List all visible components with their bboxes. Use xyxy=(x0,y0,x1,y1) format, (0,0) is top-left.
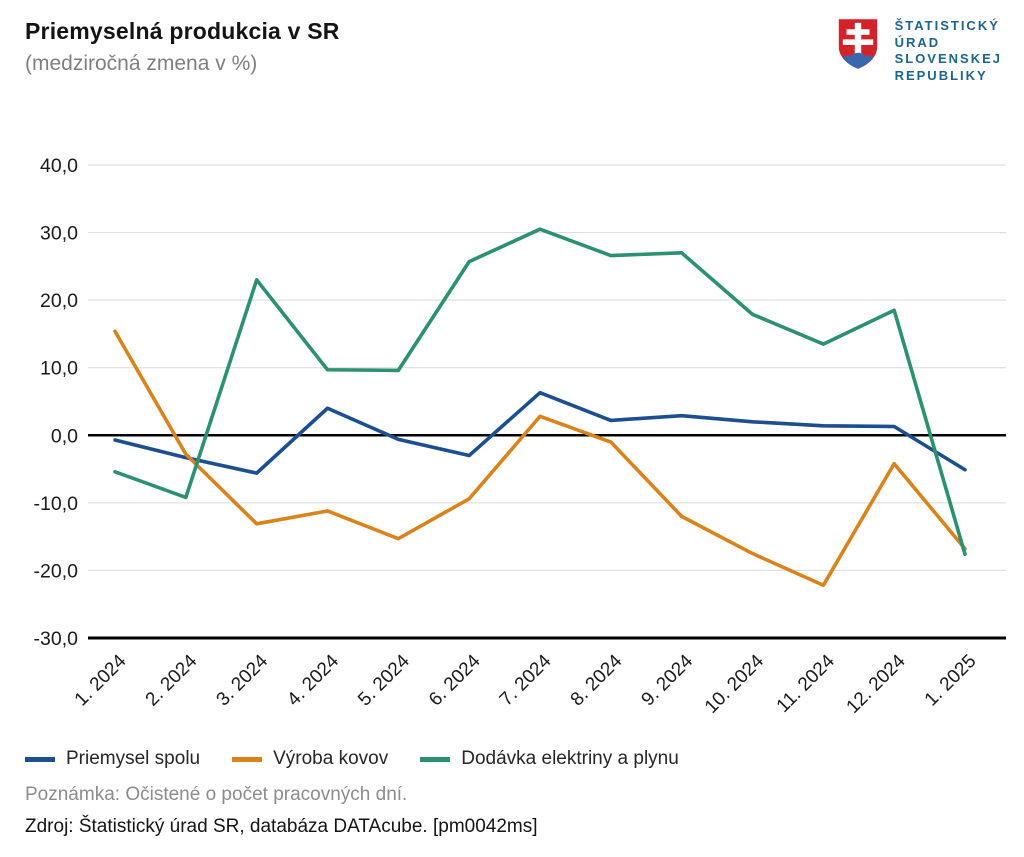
x-tick-label: 5. 2024 xyxy=(354,650,414,710)
logo-text: ŠTATISTICKÝ ÚRAD SLOVENSKEJ REPUBLIKY xyxy=(895,16,1002,84)
x-tick-label: 1. 2025 xyxy=(921,651,981,711)
x-tick-label: 4. 2024 xyxy=(283,650,343,710)
y-tick-label: 0,0 xyxy=(51,425,78,447)
legend-swatch xyxy=(232,756,263,762)
chart-legend: Priemysel spolu Výroba kovov Dodávka elekt… xyxy=(25,748,711,770)
slovak-coat-of-arms-icon xyxy=(838,19,877,69)
series-line-2 xyxy=(113,227,967,557)
legend-label: Dodávka elektriny a plynu xyxy=(461,748,679,769)
legend-item-0: Priemysel spolu xyxy=(25,748,200,770)
legend-label: Priemysel spolu xyxy=(66,748,201,769)
x-tick-label: 8. 2024 xyxy=(567,650,627,710)
chart-source: Zdroj: Štatistický úrad SR, databáza DAT… xyxy=(25,816,538,837)
legend-item-1: Výroba kovov xyxy=(232,748,388,770)
series-line-0 xyxy=(113,390,967,475)
y-tick-label: 20,0 xyxy=(40,290,78,312)
x-tick-label: 3. 2024 xyxy=(213,650,273,710)
chart-note: Poznámka: Očistené o počet pracovných dn… xyxy=(25,784,408,805)
y-tick-label: -20,0 xyxy=(34,560,79,582)
statistical-office-logo: ŠTATISTICKÝ ÚRAD SLOVENSKEJ REPUBLIKY xyxy=(835,16,1002,84)
y-tick-label: 30,0 xyxy=(40,223,78,245)
legend-label: Výroba kovov xyxy=(273,748,389,769)
y-tick-label: -10,0 xyxy=(34,493,79,515)
y-tick-label: 10,0 xyxy=(40,358,78,380)
legend-swatch xyxy=(420,756,451,762)
x-tick-label: 9. 2024 xyxy=(638,650,698,710)
logo-text-line: SLOVENSKEJ xyxy=(894,51,1002,66)
logo-text-line: ÚRAD xyxy=(894,34,941,50)
logo-text-line: REPUBLIKY xyxy=(894,67,988,83)
y-tick-label: 40,0 xyxy=(40,155,78,177)
page-title: Priemyselná produkcia v SR xyxy=(25,18,340,44)
x-tick-label: 12. 2024 xyxy=(843,650,910,717)
x-tick-label: 6. 2024 xyxy=(425,650,485,710)
legend-swatch xyxy=(25,756,55,762)
x-tick-label: 2. 2024 xyxy=(142,650,202,710)
x-tick-label: 1. 2024 xyxy=(71,650,131,710)
legend-item-2: Dodávka elektriny a plynu xyxy=(420,748,679,770)
series-line-1 xyxy=(113,329,967,588)
page-subtitle: (medziročná zmena v %) xyxy=(25,52,258,75)
x-tick-label: 11. 2024 xyxy=(773,650,839,716)
y-tick-label: -30,0 xyxy=(34,628,79,650)
chart-canvas: 40,030,020,010,00,0-10,0-20,0-30,01. 202… xyxy=(34,155,1006,718)
line-chart: 40,0 30,0 20,0 10,0 0,0 -10,0 -20,0 -30,0 1. 202… xyxy=(0,140,1024,740)
logo-text-line: ŠTATISTICKÝ xyxy=(894,18,1000,33)
x-tick-label: 7. 2024 xyxy=(496,650,556,710)
x-tick-label: 10. 2024 xyxy=(701,650,768,717)
